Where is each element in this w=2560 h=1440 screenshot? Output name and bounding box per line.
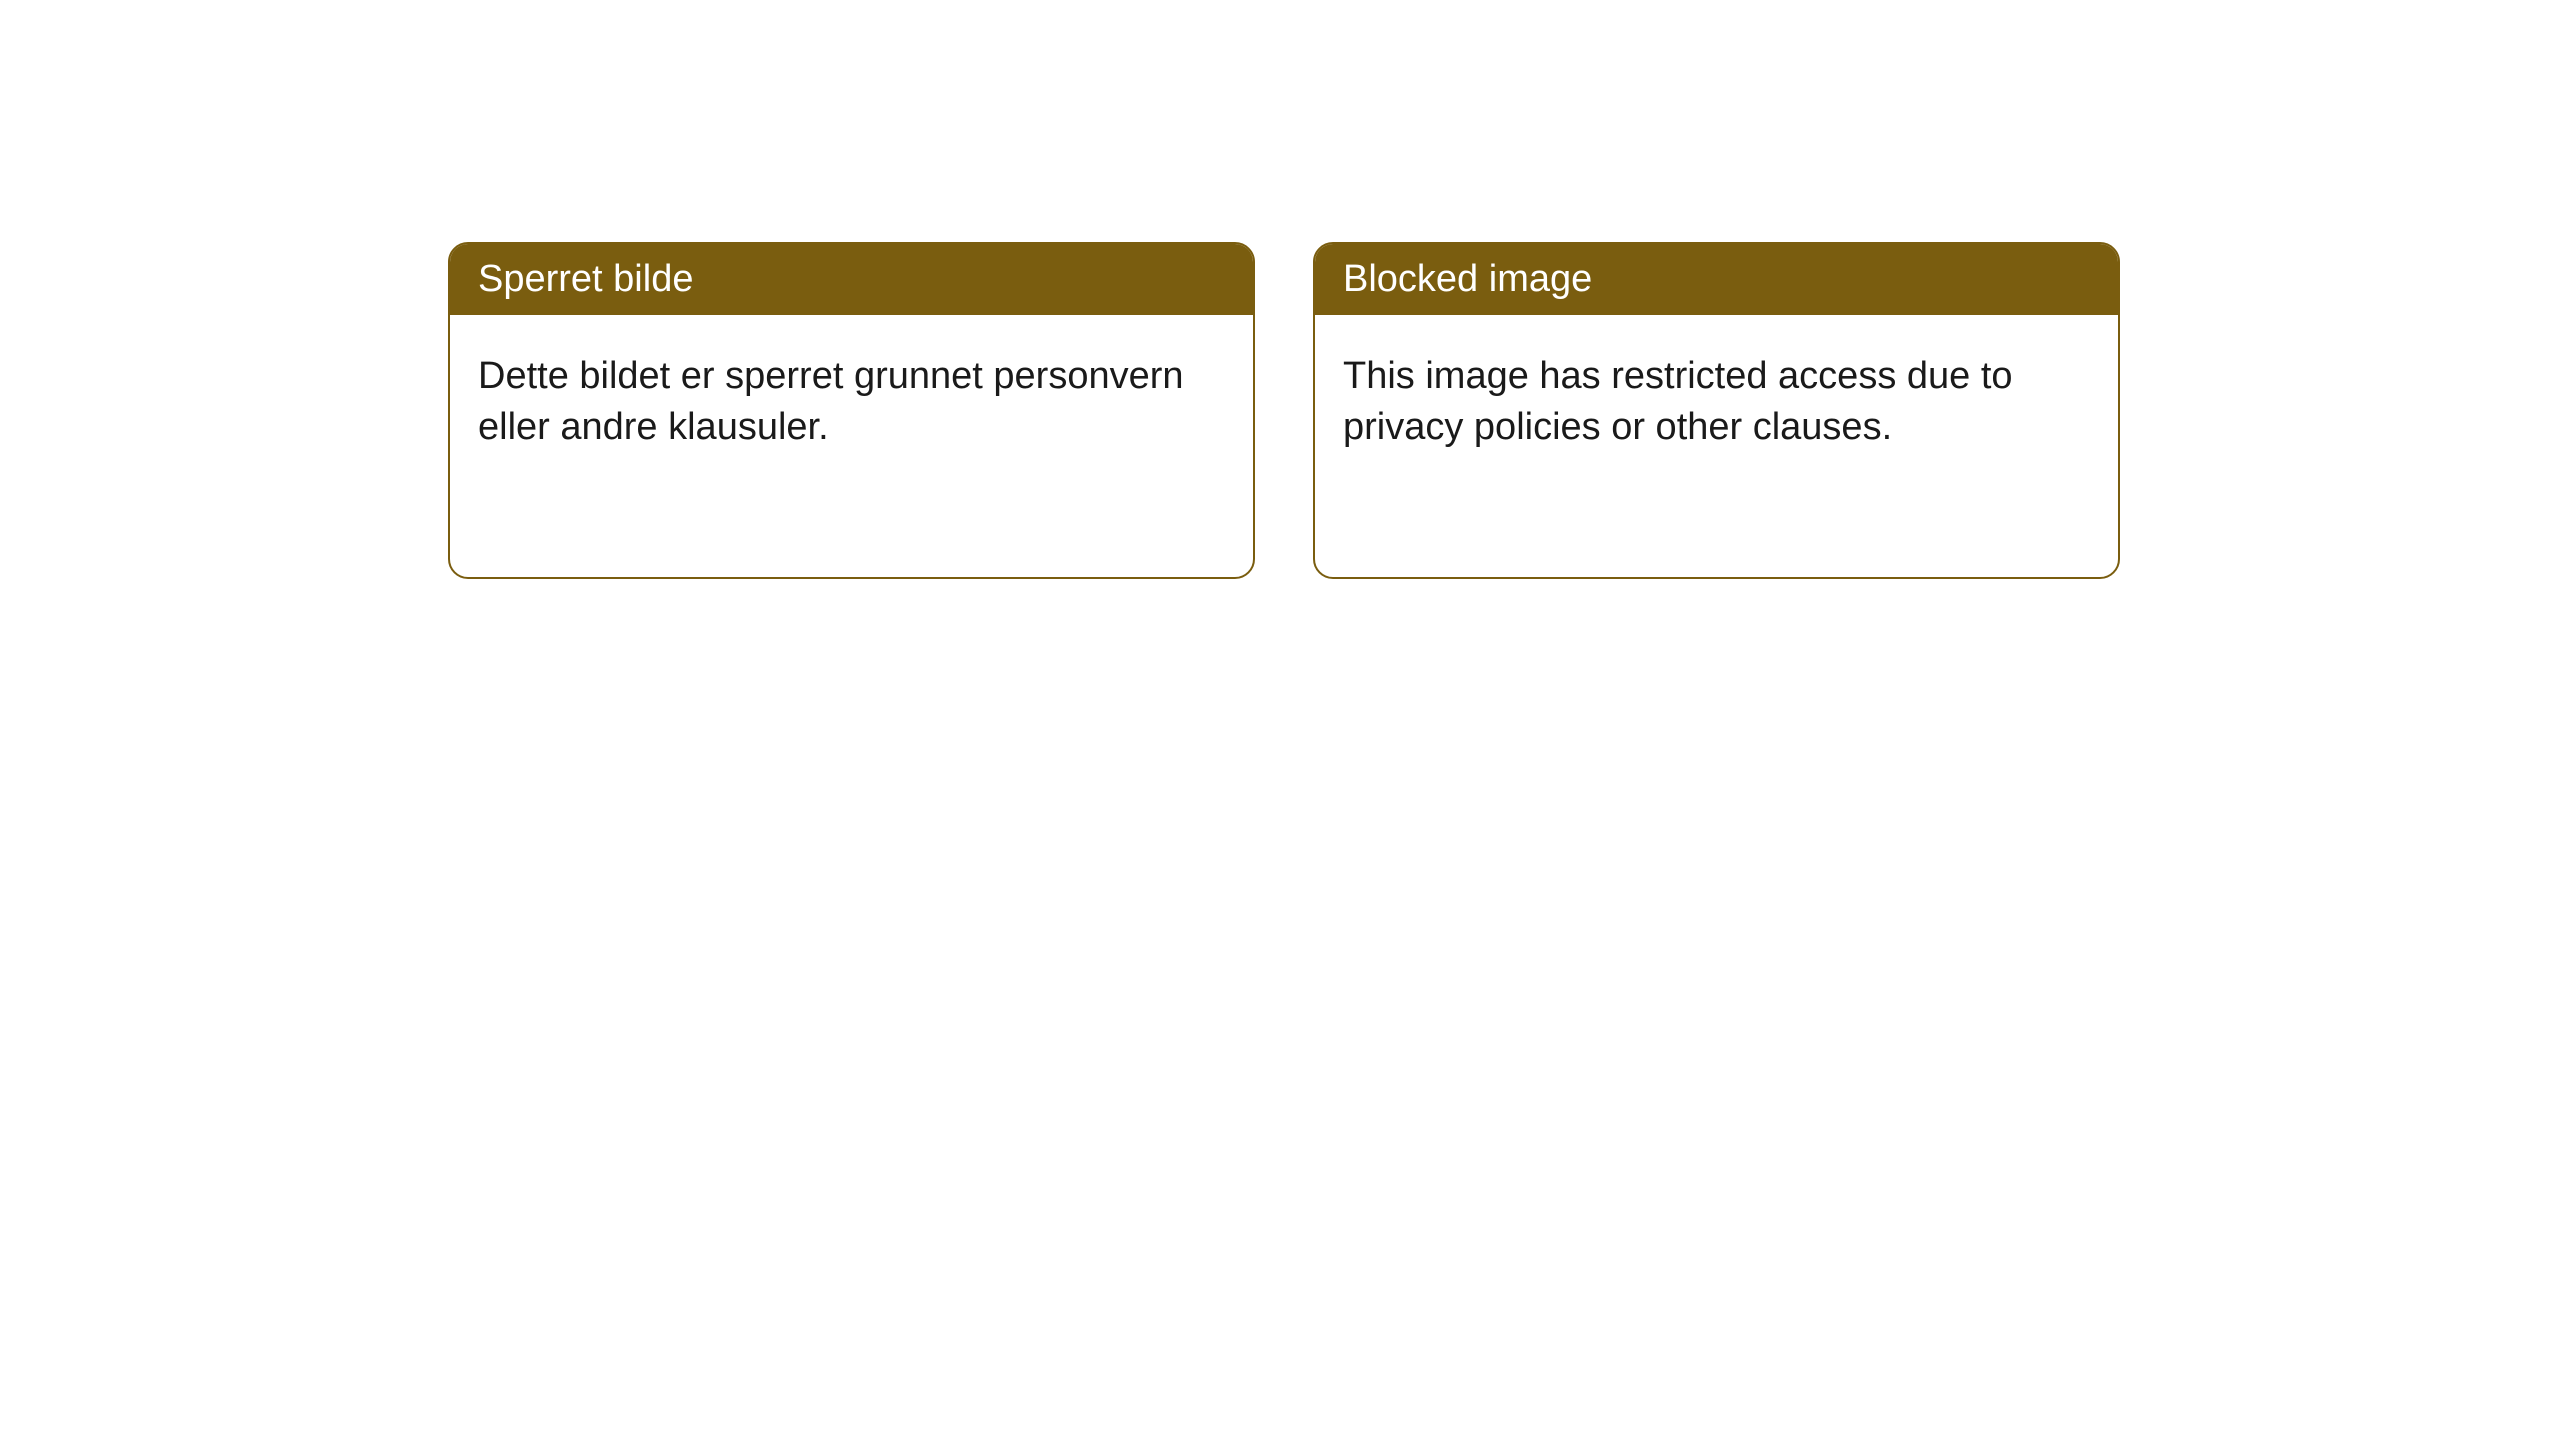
card-body: This image has restricted access due to … <box>1315 315 2118 490</box>
notice-card-norwegian: Sperret bilde Dette bildet er sperret gr… <box>448 242 1255 579</box>
card-title: Blocked image <box>1343 258 1592 300</box>
card-header: Sperret bilde <box>450 244 1253 315</box>
card-body-text: Dette bildet er sperret grunnet personve… <box>478 355 1184 448</box>
card-title: Sperret bilde <box>478 258 693 300</box>
notice-cards-container: Sperret bilde Dette bildet er sperret gr… <box>448 242 2120 579</box>
card-body: Dette bildet er sperret grunnet personve… <box>450 315 1253 490</box>
card-header: Blocked image <box>1315 244 2118 315</box>
card-body-text: This image has restricted access due to … <box>1343 355 2013 448</box>
notice-card-english: Blocked image This image has restricted … <box>1313 242 2120 579</box>
